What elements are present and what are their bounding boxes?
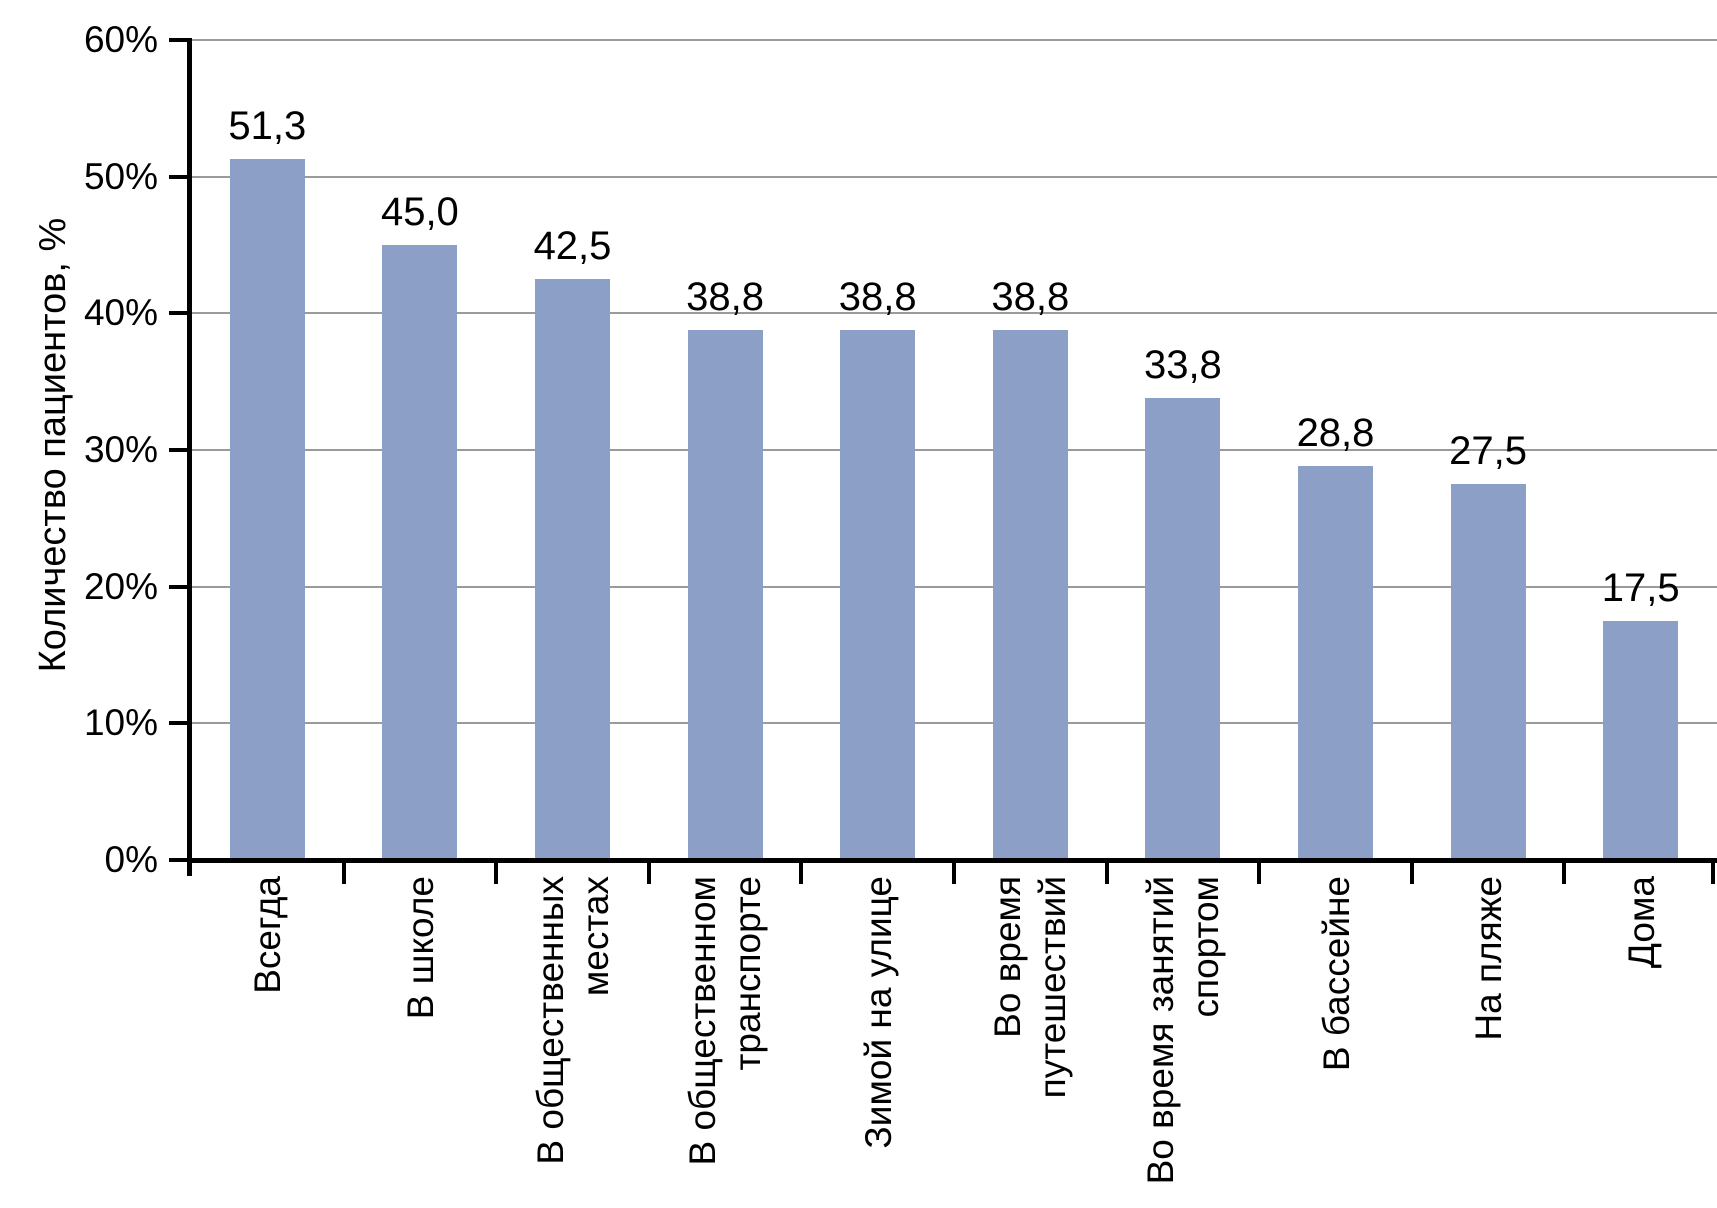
bar xyxy=(992,329,1068,860)
bar xyxy=(535,279,610,860)
gridline xyxy=(191,722,1717,725)
x-tick xyxy=(1104,860,1109,884)
category-label: Всегда xyxy=(246,876,288,994)
bar-value-label: 38,8 xyxy=(686,274,765,319)
y-tick xyxy=(169,448,187,452)
y-tick xyxy=(169,38,187,42)
category-label: В общественном транспорте xyxy=(682,876,769,1166)
y-axis-line xyxy=(187,38,192,876)
y-tick-label: 50% xyxy=(83,155,158,197)
bar-value-label: 28,8 xyxy=(1296,411,1375,456)
bar-value-label: 38,8 xyxy=(838,274,917,319)
bar xyxy=(1298,466,1373,860)
x-tick xyxy=(1562,860,1567,884)
x-tick xyxy=(1711,860,1715,884)
y-tick xyxy=(169,311,187,316)
category-label: Зимой на улице xyxy=(857,876,899,1149)
bar-value-label: 42,5 xyxy=(533,224,612,269)
y-tick-label: 10% xyxy=(83,702,158,744)
bar-value-label: 45,0 xyxy=(380,190,459,234)
bar-value-label: 33,8 xyxy=(1143,343,1222,388)
category-label: В школе xyxy=(399,876,441,1020)
y-tick xyxy=(169,721,187,726)
y-tick xyxy=(169,584,187,589)
bar xyxy=(1450,484,1526,860)
x-tick xyxy=(799,860,804,884)
gridline xyxy=(191,312,1717,315)
y-tick xyxy=(169,174,187,179)
category-label: Дома xyxy=(1620,876,1662,969)
bar-value-label: 27,5 xyxy=(1449,429,1528,474)
x-tick xyxy=(646,860,651,884)
bar xyxy=(229,158,305,860)
x-tick xyxy=(1409,860,1414,884)
y-tick-label: 30% xyxy=(83,429,158,470)
gridline xyxy=(191,449,1717,451)
bar-value-label: 38,8 xyxy=(991,274,1070,319)
bar-value-label: 17,5 xyxy=(1601,565,1680,610)
bar xyxy=(840,329,916,860)
category-label: Во время путешествий xyxy=(987,876,1074,1099)
category-label: В общественных местах xyxy=(529,876,616,1165)
x-tick xyxy=(494,860,499,884)
y-tick xyxy=(169,858,187,862)
y-tick-label: 20% xyxy=(83,565,158,607)
category-label: В бассейне xyxy=(1315,876,1356,1072)
x-tick xyxy=(1257,860,1262,884)
x-tick xyxy=(952,860,956,884)
bar-value-label: 51,3 xyxy=(228,103,307,148)
y-tick-label: 40% xyxy=(83,292,158,334)
gridline xyxy=(191,39,1717,41)
bar xyxy=(1603,620,1679,860)
gridline xyxy=(191,175,1717,178)
x-tick xyxy=(341,860,346,884)
bar xyxy=(1145,398,1221,860)
bar xyxy=(687,329,763,860)
y-tick-label: 0% xyxy=(104,839,158,880)
gridline xyxy=(191,585,1717,588)
y-tick-label: 60% xyxy=(83,19,158,60)
category-label: На пляже xyxy=(1467,876,1509,1041)
bar xyxy=(382,245,458,860)
category-label: Во время занятий спортом xyxy=(1139,876,1226,1185)
